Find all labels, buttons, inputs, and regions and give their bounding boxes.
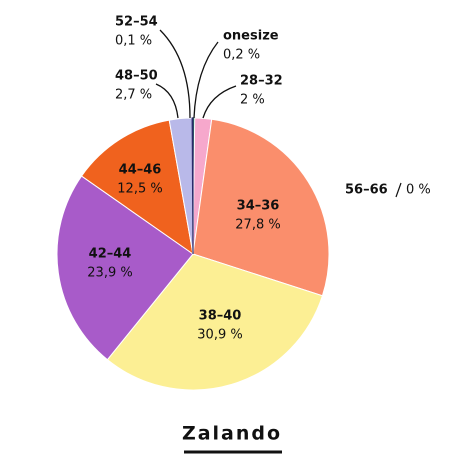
slice-value: 27,8 % <box>235 218 280 233</box>
slice-category: 48–50 <box>115 69 158 84</box>
slice <box>192 118 330 297</box>
slice-value: 2,7 % <box>115 88 152 103</box>
slice-category: 28–32 <box>240 74 283 89</box>
slice-value: 23,9 % <box>87 266 132 281</box>
slice-value: 0 % <box>406 183 431 198</box>
slice-category: 52–54 <box>115 15 158 30</box>
leader-line <box>155 83 179 119</box>
slice-category: 44–46 <box>119 163 162 178</box>
slice-category: 38–40 <box>199 309 242 324</box>
slice-category: 34–36 <box>237 199 280 214</box>
leader-line <box>159 29 191 119</box>
slice <box>191 117 194 255</box>
slice-category: 56–66 <box>345 183 388 198</box>
separator <box>395 182 402 198</box>
slice-value: 30,9 % <box>197 328 242 343</box>
leader-line <box>202 85 237 119</box>
slice <box>106 253 324 391</box>
slice-value: 0,1 % <box>115 34 152 49</box>
slice-value: 0,2 % <box>223 48 260 63</box>
slice-category: 42–44 <box>89 247 132 262</box>
slice-value: 12,5 % <box>117 182 162 197</box>
slice <box>80 119 194 256</box>
slice-category: onesize <box>223 29 279 44</box>
slice-value: 2 % <box>240 93 265 108</box>
leader-line <box>193 41 219 119</box>
slice <box>56 175 194 361</box>
chart-title: Zalando <box>182 423 282 445</box>
